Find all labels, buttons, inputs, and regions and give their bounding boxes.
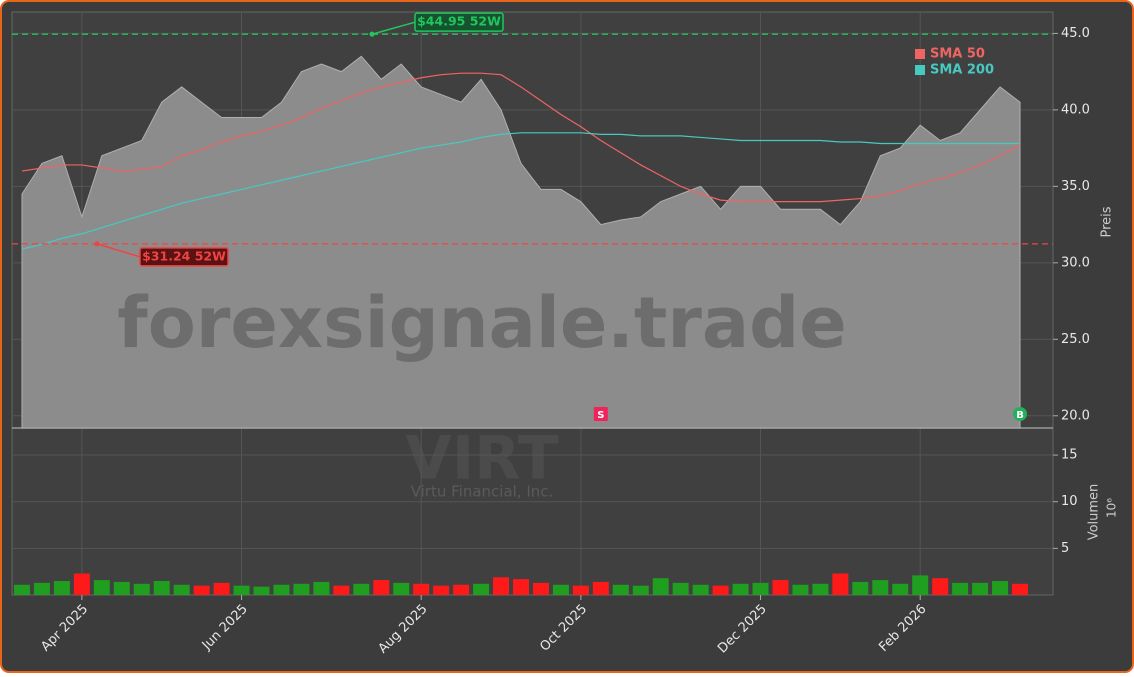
volume-bar	[13, 584, 30, 595]
signal-label: B	[1016, 410, 1024, 421]
volume-unit: 10⁶	[1105, 498, 1119, 518]
range-label: $44.95 52W	[417, 14, 501, 29]
legend-label: SMA 200	[930, 63, 994, 78]
ticker-watermark: VIRT	[405, 424, 558, 494]
volume-bar	[1012, 583, 1029, 595]
volume-bar	[213, 582, 230, 595]
volume-bar	[193, 585, 210, 595]
volume-bar	[912, 575, 929, 595]
volume-bar	[393, 582, 410, 595]
volume-bar	[313, 581, 330, 595]
volume-bar	[353, 583, 370, 595]
volume-bar	[812, 583, 829, 595]
volume-bar	[473, 583, 490, 595]
volume-bar	[532, 582, 549, 595]
range-label-box	[139, 247, 229, 267]
volume-bar	[652, 578, 669, 595]
volume-bar	[33, 582, 50, 595]
range-label-box	[414, 12, 504, 32]
volume-bar	[932, 578, 949, 595]
signal-label: S	[597, 410, 604, 421]
volume-bar	[273, 584, 290, 595]
legend-swatch	[915, 49, 925, 59]
range-arrow	[96, 243, 141, 258]
y-tick-label: 30.0	[1061, 255, 1090, 270]
signal-badge	[1013, 407, 1028, 421]
y-tick-label: 45.0	[1061, 26, 1090, 41]
volume-bar	[872, 580, 889, 595]
volume-bar	[73, 573, 90, 595]
volume-bar	[852, 581, 869, 595]
volume-bar	[752, 582, 769, 595]
volume-bar	[952, 582, 969, 595]
volume-bar	[772, 580, 789, 595]
volume-axis-label: Volumen	[1087, 484, 1102, 541]
legend-swatch	[915, 65, 925, 75]
range-arrow	[371, 21, 416, 35]
volume-bar	[233, 585, 250, 595]
y-tick-label: 25.0	[1061, 332, 1090, 347]
legend-label: SMA 50	[930, 47, 985, 62]
volume-bar	[113, 581, 130, 595]
volume-bar	[892, 583, 909, 595]
volume-bar	[133, 583, 150, 595]
price-axis-label: Preis	[1100, 206, 1115, 237]
volume-bar	[712, 585, 729, 595]
y-tick-label: 15	[1061, 448, 1078, 463]
volume-bar	[632, 585, 649, 595]
volume-bar	[433, 585, 450, 595]
range-label: $31.24 52W	[142, 248, 226, 263]
volume-bar	[592, 581, 609, 595]
volume-bar	[373, 580, 390, 595]
volume-bar	[253, 586, 270, 595]
volume-bar	[692, 584, 709, 595]
volume-bar	[93, 580, 110, 595]
company-watermark: Virtu Financial, Inc.	[411, 483, 554, 501]
price-area	[21, 55, 1021, 429]
volume-bar	[672, 582, 689, 595]
y-tick-label: 35.0	[1061, 179, 1090, 194]
volume-bar	[992, 581, 1009, 595]
volume-bar	[513, 579, 529, 595]
arrow-head	[369, 31, 375, 37]
volume-bar	[413, 583, 430, 595]
volume-bar	[453, 584, 470, 595]
signal-badge	[593, 407, 608, 421]
volume-bar	[552, 584, 569, 595]
arrow-head	[94, 241, 100, 247]
volume-bar	[732, 583, 749, 595]
volume-bar	[832, 573, 849, 595]
y-tick-label: 10	[1061, 494, 1078, 509]
volume-bar	[972, 582, 989, 595]
y-tick-label: 5	[1061, 541, 1069, 556]
volume-bar	[612, 584, 629, 595]
y-tick-label: 20.0	[1061, 408, 1090, 423]
volume-bar	[493, 577, 510, 595]
volume-bar	[792, 584, 809, 595]
volume-bar	[333, 585, 350, 595]
volume-bar	[53, 581, 70, 595]
sma-line	[21, 72, 1021, 203]
watermark: forexsignale.trade	[117, 282, 846, 364]
volume-bar	[153, 581, 170, 595]
volume-bar	[572, 585, 589, 595]
volume-bar	[173, 584, 190, 595]
sma-line	[21, 132, 1021, 250]
volume-bar	[293, 583, 310, 595]
y-tick-label: 40.0	[1061, 102, 1090, 117]
